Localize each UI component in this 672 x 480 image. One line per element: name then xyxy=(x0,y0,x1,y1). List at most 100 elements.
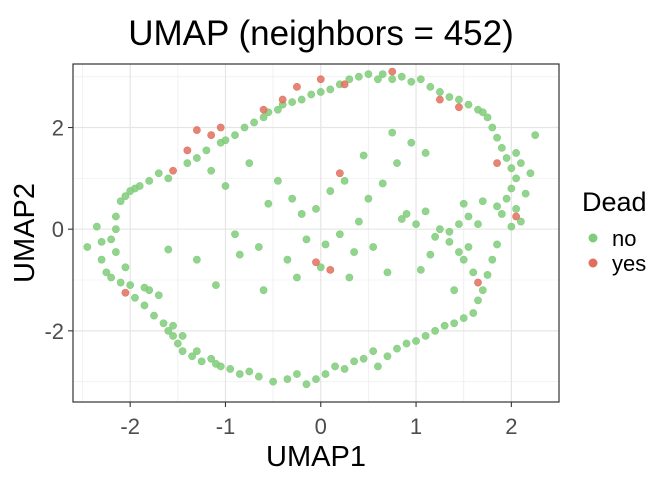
point-no xyxy=(312,204,320,213)
point-yes xyxy=(435,95,444,104)
point-no xyxy=(121,192,130,201)
point-no xyxy=(340,365,349,373)
point-no xyxy=(459,314,468,323)
point-no xyxy=(350,357,359,366)
point-no xyxy=(192,255,201,264)
point-no xyxy=(421,207,430,216)
point-no xyxy=(464,100,473,109)
point-no xyxy=(97,255,106,264)
point-no xyxy=(207,354,216,363)
point-yes xyxy=(474,278,482,287)
point-no xyxy=(159,319,168,328)
point-no xyxy=(97,237,106,246)
point-no xyxy=(178,347,187,356)
point-no xyxy=(369,243,378,251)
point-no xyxy=(369,347,378,356)
point-no xyxy=(450,319,459,328)
point-no xyxy=(207,166,216,175)
point-no xyxy=(335,230,344,239)
point-no xyxy=(145,286,154,295)
point-no xyxy=(407,138,416,147)
point-no xyxy=(116,197,125,206)
point-yes xyxy=(169,166,177,175)
point-no xyxy=(478,108,487,117)
point-no xyxy=(455,248,463,256)
point-no xyxy=(326,85,335,94)
point-no xyxy=(416,75,425,84)
legend-label-yes: yes xyxy=(612,251,646,276)
point-no xyxy=(407,77,416,86)
point-yes xyxy=(192,126,201,134)
point-no xyxy=(107,235,116,244)
point-no xyxy=(402,210,411,218)
point-no xyxy=(374,362,382,371)
point-no xyxy=(459,199,468,208)
axis-ticks: -2 -1 0 1 2 -2 0 2 xyxy=(44,116,517,439)
point-no xyxy=(378,70,387,79)
point-no xyxy=(402,339,411,348)
point-no xyxy=(293,370,301,378)
point-yes xyxy=(316,75,325,84)
point-no xyxy=(131,293,139,302)
point-no xyxy=(359,354,368,363)
point-no xyxy=(145,177,154,185)
point-no xyxy=(431,326,440,335)
point-no xyxy=(483,271,492,279)
point-no xyxy=(474,296,482,305)
point-no xyxy=(488,255,497,264)
point-no xyxy=(221,136,230,145)
point-yes xyxy=(183,146,192,155)
x-tick-label: 1 xyxy=(410,414,422,439)
point-no xyxy=(445,227,454,236)
point-no xyxy=(345,75,354,84)
point-no xyxy=(288,98,297,107)
point-no xyxy=(350,248,359,256)
point-no xyxy=(340,177,349,185)
point-no xyxy=(297,95,306,104)
point-no xyxy=(169,321,177,330)
point-no xyxy=(245,159,254,168)
point-no xyxy=(354,217,363,226)
legend-label-no: no xyxy=(612,226,636,251)
point-no xyxy=(326,187,335,195)
point-no xyxy=(445,237,454,246)
point-no xyxy=(307,90,316,99)
point-no xyxy=(412,220,420,229)
point-no xyxy=(421,149,430,157)
chart-title: UMAP (neighbors = 452) xyxy=(128,14,514,53)
point-yes xyxy=(312,258,320,267)
point-no xyxy=(126,281,135,289)
point-yes xyxy=(388,67,397,76)
point-no xyxy=(111,225,120,234)
point-no xyxy=(464,212,473,221)
point-no xyxy=(273,105,282,114)
point-no xyxy=(283,255,292,264)
point-no xyxy=(383,268,392,277)
plot-panel xyxy=(73,64,559,402)
point-no xyxy=(474,220,482,229)
point-no xyxy=(426,82,435,91)
x-axis-title: UMAP1 xyxy=(266,441,366,473)
point-no xyxy=(512,174,521,183)
point-yes xyxy=(335,169,344,178)
point-no xyxy=(502,154,511,162)
point-no xyxy=(297,210,306,218)
data-points xyxy=(83,67,540,389)
point-no xyxy=(493,240,501,249)
point-no xyxy=(83,243,92,251)
point-no xyxy=(493,133,501,142)
point-yes xyxy=(278,95,287,104)
point-no xyxy=(169,332,177,340)
legend: Dead no yes xyxy=(582,187,647,276)
y-tick-label: 2 xyxy=(52,116,64,141)
point-no xyxy=(383,352,392,361)
point-no xyxy=(512,149,521,157)
point-no xyxy=(502,194,511,203)
point-no xyxy=(92,222,101,231)
x-tick-label: 0 xyxy=(315,414,327,439)
point-no xyxy=(273,177,282,185)
point-no xyxy=(321,240,330,249)
point-no xyxy=(354,72,363,81)
point-no xyxy=(388,128,397,137)
